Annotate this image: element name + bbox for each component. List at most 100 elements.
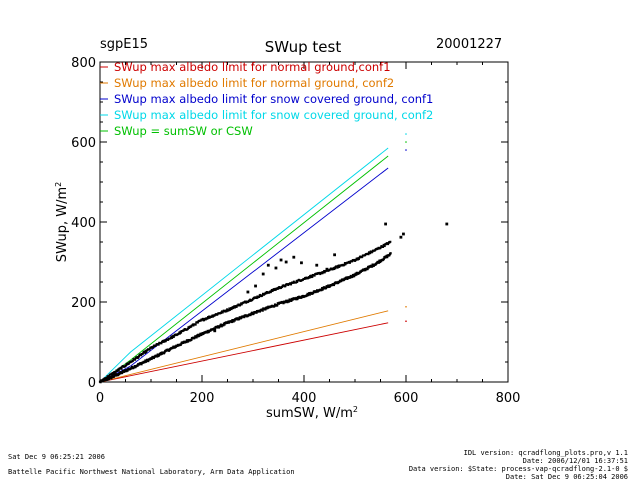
- observation-point: [386, 256, 389, 259]
- observation-point: [272, 289, 275, 292]
- outlier-point: [274, 266, 278, 270]
- observation-point: [243, 316, 246, 319]
- observation-point: [356, 258, 359, 261]
- observation-point: [186, 340, 190, 343]
- observation-point: [255, 297, 258, 300]
- observation-point: [309, 274, 312, 277]
- observation-point: [351, 275, 354, 278]
- observation-point: [216, 326, 219, 329]
- observation-point: [343, 262, 346, 265]
- observation-point: [333, 268, 336, 271]
- observation-point: [287, 300, 291, 303]
- observation-point: [292, 281, 295, 284]
- outlier-point: [279, 258, 283, 262]
- observation-point: [312, 291, 315, 295]
- observation-point: [201, 317, 204, 320]
- observation-point: [156, 353, 159, 356]
- observation-point: [187, 326, 190, 329]
- observation-point: [357, 258, 360, 261]
- observation-point: [206, 317, 209, 320]
- outlier-point: [384, 222, 387, 226]
- observation-point: [167, 338, 170, 341]
- observation-point: [290, 283, 293, 286]
- observation-point: [208, 315, 211, 318]
- observation-point: [178, 331, 181, 334]
- observation-point: [245, 301, 248, 304]
- observation-point: [199, 333, 203, 337]
- observation-point: [318, 271, 321, 274]
- observation-point: [385, 254, 388, 257]
- footer-lab: Battelle Pacific Northwest National Labo…: [8, 468, 295, 476]
- observation-point: [332, 283, 336, 287]
- observation-point: [196, 321, 199, 324]
- legend: SWup max albedo limit for normal ground,…: [100, 60, 433, 138]
- observation-point: [313, 274, 316, 277]
- observation-point: [157, 343, 160, 346]
- x-tick-label: 0: [96, 391, 104, 406]
- observation-point: [141, 352, 144, 355]
- observation-point: [222, 324, 225, 327]
- observation-point: [160, 352, 163, 356]
- observation-point: [370, 265, 374, 268]
- observation-point: [109, 375, 112, 379]
- observation-point: [261, 294, 264, 297]
- observation-point: [292, 280, 295, 283]
- observation-point: [248, 299, 251, 302]
- observation-point: [177, 332, 180, 335]
- observation-point: [273, 305, 276, 308]
- observation-point: [287, 284, 290, 287]
- outlier-point: [266, 263, 270, 267]
- observation-point: [230, 320, 233, 324]
- observation-point: [249, 298, 252, 301]
- observation-point: [107, 375, 110, 378]
- outlier-point: [254, 284, 257, 288]
- observation-point: [201, 333, 204, 336]
- observation-point: [276, 304, 279, 307]
- observation-point: [180, 342, 183, 345]
- observation-point: [378, 259, 381, 262]
- observation-point: [106, 376, 109, 379]
- observation-point: [344, 263, 347, 266]
- observation-point: [235, 305, 238, 308]
- observation-point: [191, 323, 194, 326]
- observation-point: [179, 343, 182, 346]
- observation-point: [308, 293, 311, 296]
- green-series-endpoint: [405, 141, 407, 143]
- observation-point: [115, 370, 118, 373]
- observation-point: [160, 342, 163, 345]
- y-tick-label: 600: [71, 136, 96, 151]
- observation-point: [213, 327, 217, 330]
- observation-point: [233, 319, 236, 322]
- legend-label: SWup max albedo limit for normal ground,…: [114, 76, 394, 90]
- observation-point: [134, 358, 137, 361]
- observation-point: [206, 331, 209, 334]
- observation-point: [227, 309, 230, 312]
- observation-point: [282, 302, 285, 305]
- observation-point: [353, 275, 356, 278]
- chart-date: 20001227: [436, 37, 503, 52]
- observation-point: [279, 287, 282, 290]
- observation-point: [250, 311, 254, 314]
- observation-point: [130, 367, 133, 370]
- outlier-point: [300, 261, 303, 265]
- observation-point: [284, 285, 287, 288]
- observation-point: [143, 350, 146, 353]
- observation-point: [131, 359, 134, 362]
- observation-point: [371, 250, 374, 253]
- observation-point: [295, 296, 298, 300]
- observation-point: [148, 348, 151, 351]
- observation-point: [303, 277, 306, 280]
- observation-point: [136, 355, 139, 358]
- observation-point: [305, 294, 309, 297]
- footer-run-time: Sat Dec 9 06:25:21 2006: [8, 453, 105, 461]
- observation-point: [258, 310, 261, 313]
- observation-point: [186, 327, 189, 330]
- chart-title: SWup test: [265, 38, 342, 56]
- observation-point: [193, 336, 196, 339]
- observation-point: [336, 266, 339, 269]
- observation-point: [238, 317, 241, 321]
- observation-point: [387, 241, 390, 244]
- observation-point: [363, 269, 366, 272]
- observation-point: [383, 245, 386, 248]
- observation-point: [145, 350, 148, 353]
